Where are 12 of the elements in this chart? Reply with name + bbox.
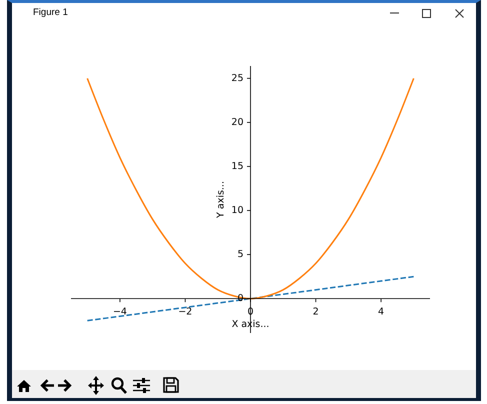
y-tick-label: 15	[231, 160, 244, 172]
y-tick-label: 20	[231, 116, 244, 128]
y-axis-title: Y axis...	[215, 181, 226, 219]
y-tick-label: 25	[231, 72, 244, 84]
x-tick-label: 2	[312, 306, 319, 318]
x-tick-label: −2	[178, 306, 192, 318]
y-tick-label: 5	[237, 249, 244, 260]
x-tick-label: −4	[112, 306, 127, 318]
caption: Figure 1	[33, 7, 68, 18]
line-series	[86, 276, 414, 322]
x-tick-label: 4	[378, 306, 384, 318]
y-tick-label: 10	[231, 205, 244, 216]
